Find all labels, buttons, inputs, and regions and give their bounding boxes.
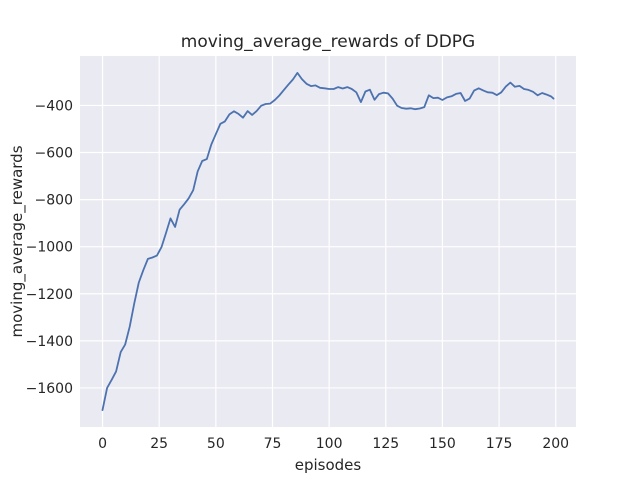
y-tick-label: −400 bbox=[35, 98, 73, 114]
y-tick-label: −800 bbox=[35, 193, 73, 209]
x-axis-label: episodes bbox=[295, 456, 362, 474]
x-tick-label: 0 bbox=[98, 436, 107, 452]
y-tick-labels: −400 −600 −800 −1000 −1200 −1400 −1600 bbox=[26, 98, 73, 396]
plot-area bbox=[80, 56, 576, 427]
x-tick-label: 50 bbox=[207, 436, 225, 452]
gridlines bbox=[80, 56, 576, 427]
y-axis-label: moving_average_rewards bbox=[8, 145, 27, 337]
y-tick-label: −600 bbox=[35, 146, 73, 162]
x-tick-label: 25 bbox=[150, 436, 168, 452]
x-tick-label: 100 bbox=[316, 436, 343, 452]
y-tick-label: −1400 bbox=[26, 334, 73, 350]
x-tick-label: 125 bbox=[372, 436, 399, 452]
x-tick-label: 175 bbox=[486, 436, 513, 452]
series-line-ddpg bbox=[101, 72, 555, 412]
x-tick-labels: 0 25 50 75 100 125 150 175 200 bbox=[98, 436, 569, 452]
x-tick-label: 75 bbox=[264, 436, 282, 452]
x-tick-label: 200 bbox=[542, 436, 569, 452]
x-tick-label: 150 bbox=[429, 436, 456, 452]
y-tick-label: −1600 bbox=[26, 381, 73, 397]
y-tick-label: −1200 bbox=[26, 287, 73, 303]
y-tick-label: −1000 bbox=[26, 240, 73, 256]
chart-title: moving_average_rewards of DDPG bbox=[181, 32, 475, 52]
